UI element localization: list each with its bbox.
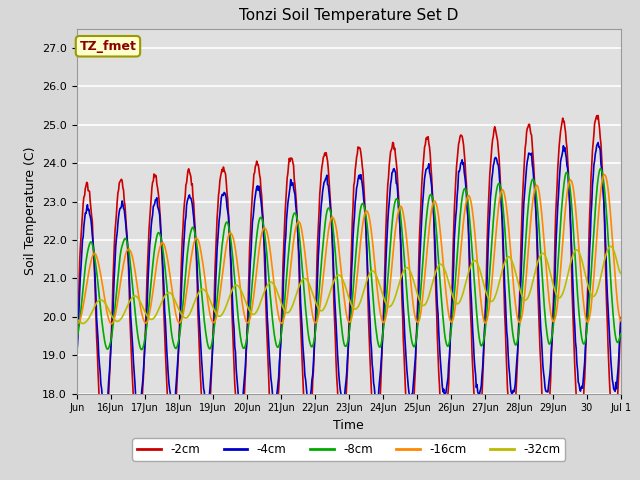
- Line: -2cm: -2cm: [77, 116, 621, 446]
- -16cm: [73, 321, 81, 326]
- -8cm: [465, 204, 472, 210]
- -2cm: [148, 185, 156, 191]
- Legend: -2cm, -4cm, -8cm, -16cm, -32cm: -2cm, -4cm, -8cm, -16cm, -32cm: [132, 438, 565, 461]
- -32cm: [193, 293, 201, 299]
- -4cm: [617, 319, 625, 324]
- Y-axis label: Soil Temperature (C): Soil Temperature (C): [24, 147, 36, 276]
- -16cm: [193, 236, 201, 241]
- -32cm: [73, 317, 81, 323]
- -4cm: [193, 267, 201, 273]
- -32cm: [79, 321, 87, 326]
- -4cm: [73, 351, 81, 357]
- -32cm: [82, 319, 90, 324]
- -8cm: [596, 166, 604, 171]
- -8cm: [138, 347, 145, 352]
- -8cm: [617, 331, 625, 336]
- -2cm: [73, 347, 81, 352]
- -2cm: [617, 315, 625, 321]
- -4cm: [134, 406, 142, 412]
- -4cm: [532, 219, 540, 225]
- -8cm: [81, 264, 89, 270]
- -16cm: [601, 172, 609, 178]
- -2cm: [595, 113, 602, 119]
- -4cm: [148, 216, 156, 222]
- -32cm: [465, 270, 472, 276]
- -2cm: [532, 226, 540, 232]
- -8cm: [148, 271, 156, 276]
- Text: TZ_fmet: TZ_fmet: [79, 40, 136, 53]
- Line: -4cm: -4cm: [77, 143, 621, 409]
- -8cm: [532, 194, 540, 200]
- -16cm: [81, 290, 89, 296]
- Line: -8cm: -8cm: [77, 168, 621, 349]
- -4cm: [465, 225, 472, 231]
- -32cm: [532, 264, 540, 269]
- X-axis label: Time: Time: [333, 419, 364, 432]
- -4cm: [81, 210, 89, 216]
- Line: -32cm: -32cm: [77, 246, 621, 324]
- -16cm: [532, 182, 540, 188]
- -2cm: [193, 279, 201, 285]
- -32cm: [617, 270, 625, 276]
- -2cm: [465, 230, 472, 236]
- -2cm: [81, 186, 89, 192]
- Line: -16cm: -16cm: [77, 175, 621, 324]
- -16cm: [617, 318, 625, 324]
- -16cm: [465, 192, 472, 198]
- -2cm: [516, 274, 524, 280]
- -4cm: [595, 140, 602, 145]
- -32cm: [516, 288, 524, 293]
- -2cm: [100, 443, 108, 449]
- -32cm: [148, 316, 156, 322]
- -16cm: [516, 319, 524, 325]
- Title: Tonzi Soil Temperature Set D: Tonzi Soil Temperature Set D: [239, 9, 458, 24]
- -32cm: [607, 243, 615, 249]
- -16cm: [148, 296, 156, 302]
- -16cm: [108, 321, 115, 327]
- -8cm: [516, 315, 524, 321]
- -4cm: [516, 291, 524, 297]
- -8cm: [73, 336, 81, 341]
- -8cm: [193, 245, 201, 251]
